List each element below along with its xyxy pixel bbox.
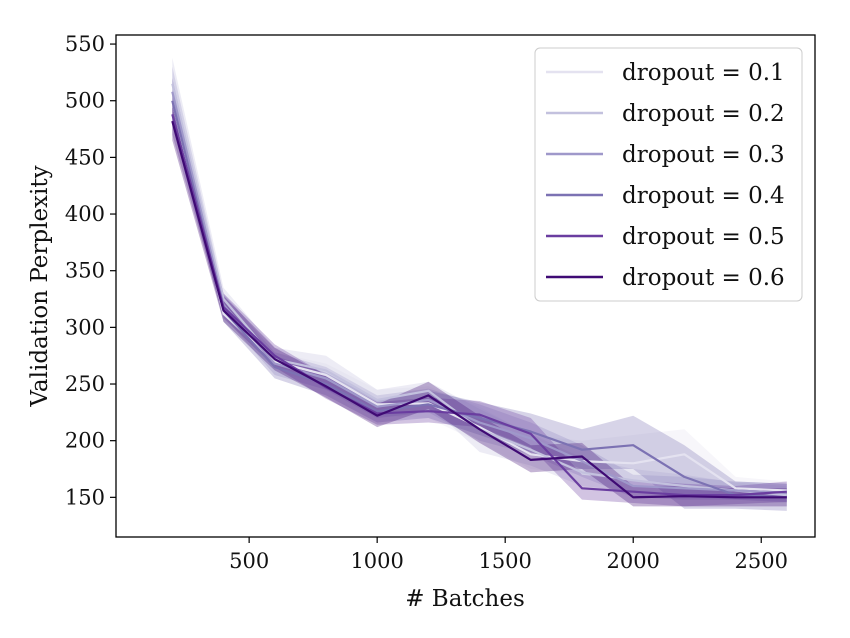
- x-axis-label: # Batches: [405, 586, 525, 612]
- y-axis-label: Validation Perplexity: [27, 165, 53, 407]
- y-tick-label: 450: [65, 145, 105, 169]
- series-line-dropout-6: [171, 120, 787, 499]
- legend-label-dropout-2: dropout = 0.2: [622, 101, 785, 127]
- legend-label-dropout-4: dropout = 0.4: [622, 183, 785, 209]
- legend-label-dropout-3: dropout = 0.3: [622, 142, 785, 168]
- legend-frame: [534, 47, 803, 302]
- band-dropout-6: [172, 100, 787, 507]
- y-tick-label: 550: [65, 32, 105, 56]
- y-tick-label: 150: [65, 485, 105, 509]
- x-axis-ticks: 500 1000 1500 2000 2500: [229, 537, 788, 573]
- series-line-dropout-4: [171, 100, 787, 499]
- series-line-dropout-1: [171, 100, 787, 492]
- x-tick-label: 2000: [606, 549, 659, 573]
- y-tick-label: 500: [65, 89, 105, 113]
- legend-label-dropout-1: dropout = 0.1: [622, 60, 785, 86]
- x-tick-label: 2500: [735, 549, 788, 573]
- band-dropout-5: [172, 95, 787, 507]
- y-tick-label: 200: [65, 429, 105, 453]
- x-tick-label: 500: [229, 549, 269, 573]
- y-tick-label: 250: [65, 372, 105, 396]
- legend: dropout = 0.1 dropout = 0.2 dropout = 0.3 d…: [534, 47, 803, 302]
- series-lines: [171, 83, 787, 499]
- plot-frame: [115, 34, 816, 538]
- x-tick-label: 1500: [478, 549, 531, 573]
- band-dropout-4: [172, 78, 787, 511]
- series-line-dropout-3: [171, 91, 787, 494]
- legend-label-dropout-6: dropout = 0.6: [622, 265, 785, 291]
- series-line-dropout-5: [171, 114, 787, 497]
- x-tick-label: 1000: [350, 549, 403, 573]
- legend-label-dropout-5: dropout = 0.5: [622, 224, 785, 250]
- y-tick-label: 300: [65, 315, 105, 339]
- y-tick-label: 350: [65, 259, 105, 283]
- y-tick-label: 400: [65, 202, 105, 226]
- y-axis-ticks: 150 200 250 300 350 400 450 500 550: [65, 32, 116, 509]
